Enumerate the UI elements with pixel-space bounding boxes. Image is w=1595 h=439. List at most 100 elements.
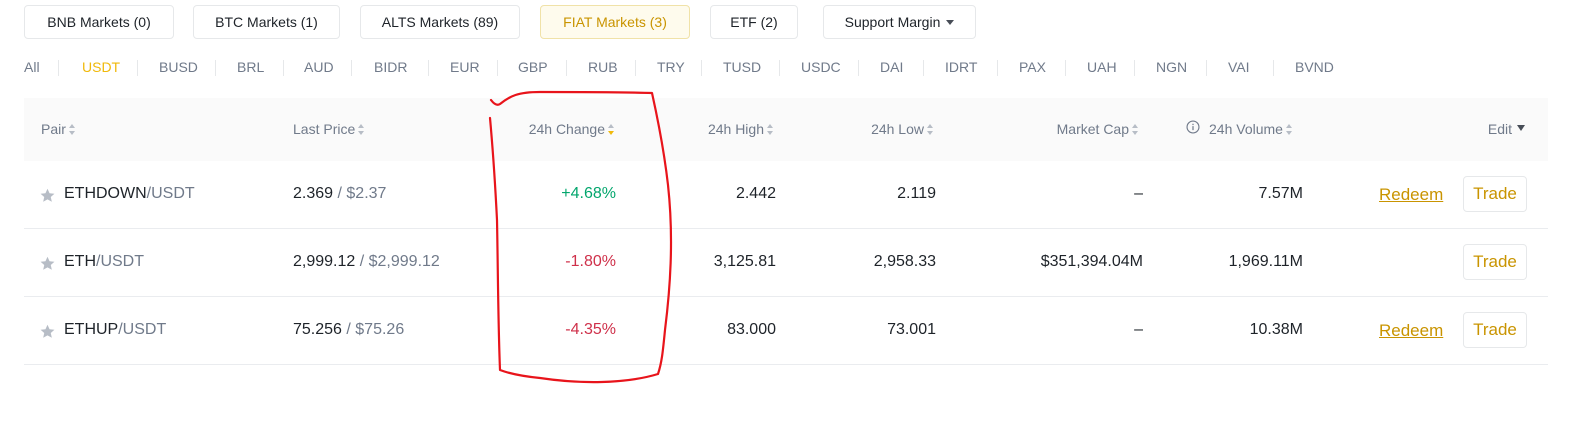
tab-etf[interactable]: ETF (2) <box>710 5 798 39</box>
change-value: -1.80% <box>565 253 616 270</box>
quote-tab-dai[interactable]: DAI <box>880 59 904 75</box>
price-usd: / $2.37 <box>337 185 387 202</box>
column-header-24h-high[interactable]: 24h High <box>708 121 774 137</box>
quote-tab-vai[interactable]: VAI <box>1228 59 1250 75</box>
divider <box>701 60 702 76</box>
base-asset: ETHUP <box>64 321 119 338</box>
low-value: 73.001 <box>887 321 936 338</box>
divider <box>1273 60 1274 76</box>
divider <box>997 60 998 76</box>
quote-tab-tusd[interactable]: TUSD <box>723 59 762 75</box>
quote-tab-usdt[interactable]: USDT <box>82 59 121 75</box>
last-price: 75.256 / $75.26 <box>293 321 404 339</box>
quote-tab-uah[interactable]: UAH <box>1087 59 1117 75</box>
tab-fiat-markets[interactable]: FIAT Markets (3) <box>540 5 690 39</box>
price-value: 2.369 <box>293 185 334 202</box>
quote-tab-brl[interactable]: BRL <box>237 59 265 75</box>
quote-tab-bidr[interactable]: BIDR <box>374 59 408 75</box>
tab-bnb-markets[interactable]: BNB Markets (0) <box>24 5 174 39</box>
low-value: 2.119 <box>897 185 936 202</box>
quote-tab-usdc[interactable]: USDC <box>801 59 841 75</box>
pair-name[interactable]: ETHUP/USDT <box>64 321 166 339</box>
table-row[interactable]: ETHDOWN/USDT 2.369 / $2.37 +4.68% 2.442 … <box>24 161 1548 229</box>
sort-icon <box>767 123 774 135</box>
trade-button[interactable]: Trade <box>1463 312 1527 348</box>
tab-btc-markets[interactable]: BTC Markets (1) <box>193 5 340 39</box>
change-value: +4.68% <box>561 185 616 202</box>
column-label: 24h High <box>707 121 764 137</box>
price-value: 2,999.12 <box>293 253 356 270</box>
caret-down-icon <box>946 19 955 25</box>
table-header: Pair Last Price 24h Change 24h High 24h … <box>24 98 1548 161</box>
redeem-link[interactable]: Redeem <box>1379 185 1444 204</box>
edit-label: Edit <box>1487 121 1512 137</box>
last-price: 2,999.12 / $2,999.12 <box>293 253 440 271</box>
support-margin-dropdown[interactable]: Support Margin <box>823 5 976 39</box>
low-value: 2,958.33 <box>873 253 936 270</box>
trade-button[interactable]: Trade <box>1463 176 1527 212</box>
table-row[interactable]: ETHUP/USDT 75.256 / $75.26 -4.35% 83.000… <box>24 297 1548 365</box>
tab-label: BNB Markets (0) <box>47 14 151 30</box>
column-label: Pair <box>41 121 66 137</box>
tab-label: ETF (2) <box>730 14 778 30</box>
column-header-24h-change[interactable]: 24h Change <box>529 121 615 137</box>
table-row[interactable]: ETH/USDT 2,999.12 / $2,999.12 -1.80% 3,1… <box>24 229 1548 297</box>
volume-value: 7.57M <box>1258 185 1303 202</box>
quote-asset: /USDT <box>96 253 144 270</box>
divider <box>428 60 429 76</box>
star-icon[interactable] <box>39 323 56 340</box>
info-icon[interactable] <box>1186 120 1200 134</box>
sort-icon <box>1285 123 1293 135</box>
quote-tab-pax[interactable]: PAX <box>1019 59 1046 75</box>
divider <box>635 60 636 76</box>
quote-tab-all[interactable]: All <box>24 59 40 75</box>
trade-button[interactable]: Trade <box>1463 244 1527 280</box>
last-price: 2.369 / $2.37 <box>293 185 386 203</box>
quote-tab-busd[interactable]: BUSD <box>159 59 198 75</box>
quote-tab-try[interactable]: TRY <box>657 59 685 75</box>
quote-tab-aud[interactable]: AUD <box>304 59 334 75</box>
edit-columns-dropdown[interactable]: Edit <box>1488 121 1525 137</box>
quote-tab-rub[interactable]: RUB <box>588 59 618 75</box>
market-cap-value: $351,394.04M <box>1040 253 1143 270</box>
base-asset: ETH <box>64 253 96 270</box>
market-cap-value: – <box>1134 185 1143 202</box>
column-header-market-cap[interactable]: Market Cap <box>1057 121 1139 137</box>
column-label: Market Cap <box>1056 121 1129 137</box>
divider <box>566 60 567 76</box>
tab-label: ALTS Markets (89) <box>381 14 499 30</box>
quote-tab-ngn[interactable]: NGN <box>1156 59 1188 75</box>
divider <box>923 60 924 76</box>
star-icon[interactable] <box>39 255 56 272</box>
high-value: 83.000 <box>727 321 776 338</box>
quote-asset: /USDT <box>118 321 167 338</box>
quote-tab-idrt[interactable]: IDRT <box>945 59 978 75</box>
change-value: -4.35% <box>565 321 616 338</box>
column-label: 24h Low <box>871 121 924 137</box>
column-label: 24h Change <box>528 121 605 137</box>
quote-tab-gbp[interactable]: GBP <box>518 59 548 75</box>
column-header-24h-low[interactable]: 24h Low <box>871 121 934 137</box>
divider <box>858 60 859 76</box>
volume-value: 10.38M <box>1249 321 1303 338</box>
column-header-last-price[interactable]: Last Price <box>293 121 365 137</box>
price-value: 75.256 <box>293 321 342 338</box>
sort-icon <box>68 123 76 135</box>
divider <box>215 60 216 76</box>
quote-tab-bvnd[interactable]: BVND <box>1295 59 1334 75</box>
star-icon[interactable] <box>39 187 56 204</box>
sort-icon <box>358 123 365 135</box>
divider <box>779 60 780 76</box>
market-cap-value: – <box>1134 321 1143 338</box>
pair-name[interactable]: ETHDOWN/USDT <box>64 185 195 203</box>
divider <box>351 60 352 76</box>
pair-name[interactable]: ETH/USDT <box>64 253 144 271</box>
dropdown-label: Support Margin <box>844 14 941 30</box>
redeem-link[interactable]: Redeem <box>1379 321 1444 340</box>
tab-alts-markets[interactable]: ALTS Markets (89) <box>360 5 520 39</box>
sort-icon <box>1132 123 1139 135</box>
tab-label: BTC Markets (1) <box>215 14 318 30</box>
column-header-24h-volume[interactable]: 24h Volume <box>1209 121 1293 137</box>
quote-tab-eur[interactable]: EUR <box>450 59 480 75</box>
column-header-pair[interactable]: Pair <box>41 121 76 137</box>
